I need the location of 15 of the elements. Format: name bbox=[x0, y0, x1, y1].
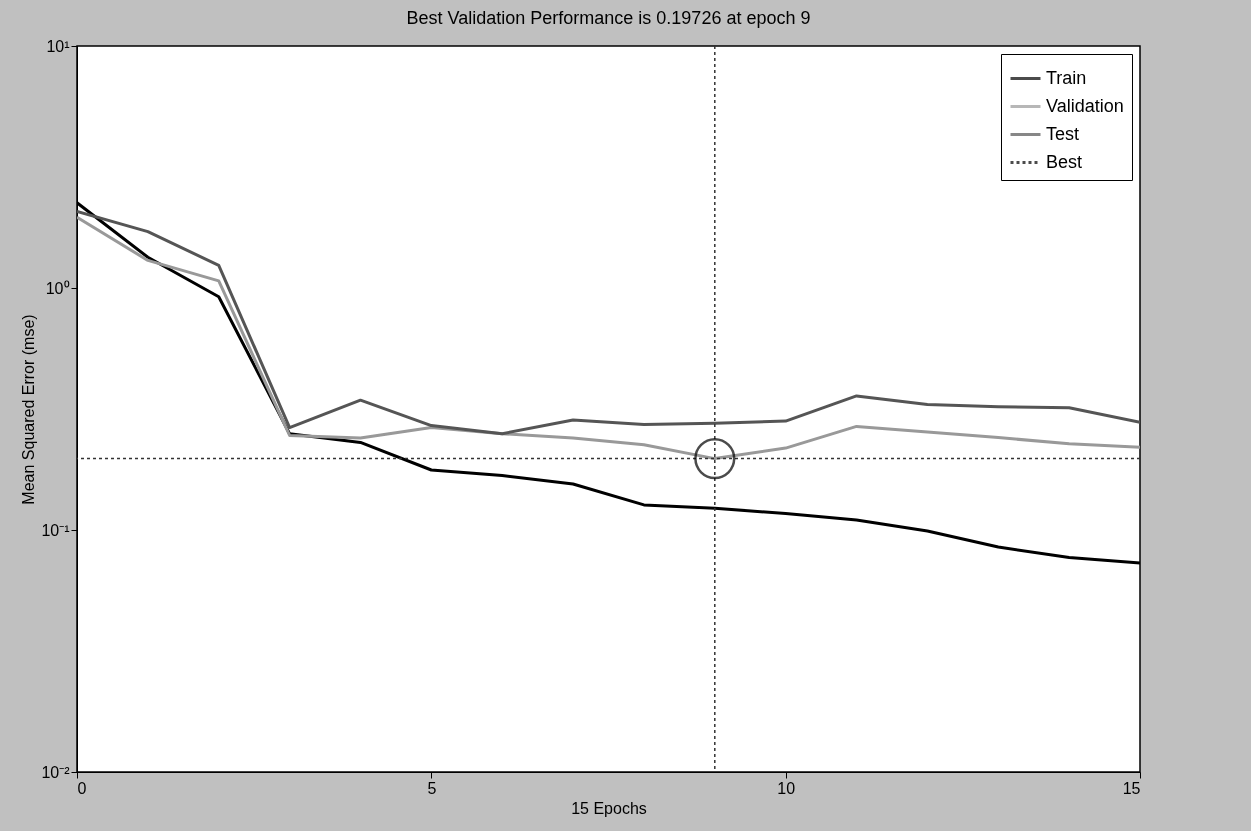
legend-label: Best bbox=[1046, 151, 1083, 172]
x-tick-label: 15 bbox=[1122, 779, 1141, 797]
x-tick-label: 0 bbox=[77, 779, 87, 797]
x-axis-title: 15 Epochs bbox=[571, 799, 647, 817]
x-tick-label: 10 bbox=[777, 779, 796, 797]
legend-label: Validation bbox=[1046, 95, 1124, 116]
y-tick-label: 10⁰ bbox=[45, 279, 70, 297]
chart-title: Best Validation Performance is 0.19726 at epoch 9 bbox=[406, 8, 811, 28]
y-axis-title: Mean Squared Error (mse) bbox=[20, 314, 38, 505]
y-tick-label: 10⁻² bbox=[41, 763, 71, 781]
y-tick-label: 10¹ bbox=[46, 37, 70, 55]
legend-label: Train bbox=[1046, 67, 1087, 88]
y-tick-label: 10⁻¹ bbox=[41, 521, 70, 539]
legend-label: Test bbox=[1046, 123, 1080, 144]
x-tick-label: 5 bbox=[427, 779, 437, 797]
